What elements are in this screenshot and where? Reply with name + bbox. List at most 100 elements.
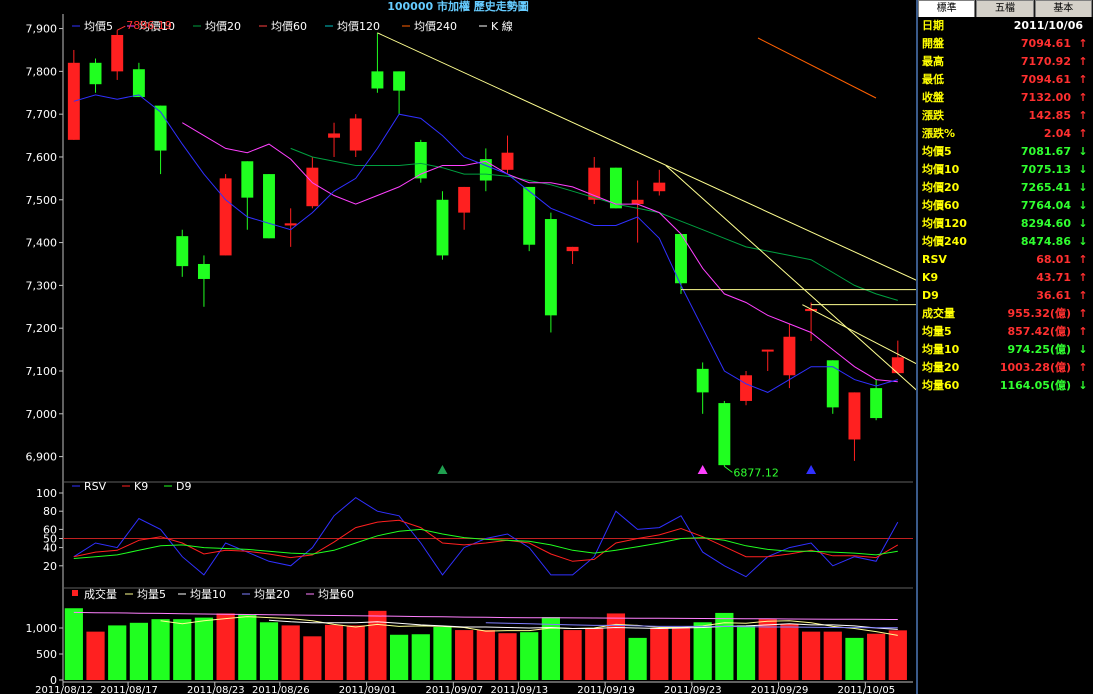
legend-label: 均價10 [139,19,175,33]
candle-body [783,336,796,376]
chart-area: 7,900 7,800 7,700 7,600 7,500 7,400 7,300 7,200… [25,0,916,694]
info-date-label: 日期 [922,19,944,32]
candle-body [718,403,731,466]
volume-bar [628,637,647,680]
trendline [802,304,916,365]
volume-bar [736,625,756,680]
x-tick-label: 2011/09/19 [577,685,635,694]
candle-body [588,167,601,200]
info-row: K9 43.71 ↑ [918,269,1093,287]
volume-bar [238,614,257,680]
volume-bar [693,622,712,680]
tab-basic[interactable]: 基本 [1034,0,1092,17]
arrow-down-icon: ↓ [1078,379,1088,392]
arrow-down-icon: ↓ [1078,145,1088,158]
legend-label: K 線 [491,19,513,33]
ma10-line [182,122,898,383]
legend-label: 均量5 [137,588,166,601]
y-tick-label: 100 [36,487,57,500]
candle-body [328,133,341,138]
info-row: 均量5 857.42(億) ↑ [918,323,1093,341]
info-value: 68.01 [1036,253,1071,266]
y-tick-label: 7,300 [26,279,58,292]
chart-svg: 7,900 7,800 7,700 7,600 7,500 7,400 7,300 7,200… [26,14,916,694]
annotation-label: 6877.12 [733,466,779,479]
info-label: K9 [922,271,939,284]
info-label: 均價60 [922,199,960,212]
x-tick-label: 2011/09/29 [751,685,809,694]
volume-bar [498,633,517,680]
info-row: 均價5 7081.67 ↓ [918,143,1093,161]
info-row: 均價60 7764.04 ↓ [918,197,1093,215]
candle-body [393,71,406,91]
info-value: 974.25(億) [1007,343,1071,356]
y-tick-label: 500 [36,648,57,661]
y-tick-label: 7,700 [26,108,58,121]
info-value: 1164.05(億) [999,379,1071,392]
annotation-pointer [724,465,733,473]
volume-bar [64,608,83,680]
candle-body [501,152,514,170]
info-label: 均價10 [922,163,960,176]
info-label: 均量5 [922,325,952,338]
arrow-up-icon: ↑ [1078,361,1088,374]
y-tick-label: 7,100 [26,365,58,378]
y-tick-label: 7,600 [26,151,58,164]
volume-bar [758,619,777,680]
info-label: 均價240 [922,235,967,248]
legend-label: 均價120 [337,19,380,33]
info-value: 7075.13 [1020,163,1071,176]
arrow-down-icon: ↓ [1078,181,1088,194]
tab-standard[interactable]: 標準 [918,0,976,17]
candle-body [241,161,254,198]
x-tick-label: 2011/09/01 [339,685,397,694]
info-value: 8294.60 [1020,217,1071,230]
candle-body [414,141,427,179]
candle-body [891,357,904,374]
info-row: 均量10 974.25(億) ↓ [918,341,1093,359]
signal-triangle-icon [806,465,817,474]
candle-body [154,105,167,151]
y-tick-label: 1,000 [26,622,58,635]
info-value: 36.61 [1036,289,1071,302]
y-tick-label: 7,800 [26,65,58,78]
info-row: 收盤 7132.00 ↑ [918,89,1093,107]
kd-rsv-line [73,496,899,578]
candle-body [176,236,189,267]
info-row: 均價240 8474.86 ↓ [918,233,1093,251]
candle-body [197,263,210,279]
arrow-up-icon: ↑ [1078,55,1088,68]
volume-bar [455,630,474,680]
y-tick-label: 7,000 [26,408,58,421]
tab-five-levels[interactable]: 五檔 [976,0,1034,17]
info-value: 142.85 [1028,109,1071,122]
info-label: D9 [922,289,939,302]
candle-body [761,349,774,352]
info-row: 均量60 1164.05(億) ↓ [918,377,1093,395]
annotation-label: 7896.19 [126,19,172,32]
y-tick-label: 0 [50,674,57,687]
signal-triangle-icon [697,465,708,474]
candle-body [436,199,449,256]
arrow-up-icon: ↑ [1078,73,1088,86]
info-row: 均價120 8294.60 ↓ [918,215,1093,233]
info-value: 7094.61 [1020,37,1071,50]
info-row: D9 36.61 ↑ [918,287,1093,305]
legend-label: D9 [176,480,191,493]
legend-label: 均量60 [318,588,354,601]
candle-body [371,71,384,89]
x-tick-label: 2011/08/26 [252,685,310,694]
volume-bar [281,625,300,680]
legend-label: RSV [84,480,107,493]
arrow-down-icon: ↓ [1078,199,1088,212]
x-tick-label: 2011/09/13 [491,685,549,694]
info-value: 7265.41 [1020,181,1071,194]
ma240-line [757,37,877,99]
volume-bar [823,631,842,680]
volume-bar [411,634,430,680]
candle-body [848,392,861,440]
y-tick-label: 7,900 [26,23,58,36]
info-label: 漲跌% [922,127,956,140]
ma5-line [73,94,898,393]
info-label: 均量20 [922,361,960,374]
